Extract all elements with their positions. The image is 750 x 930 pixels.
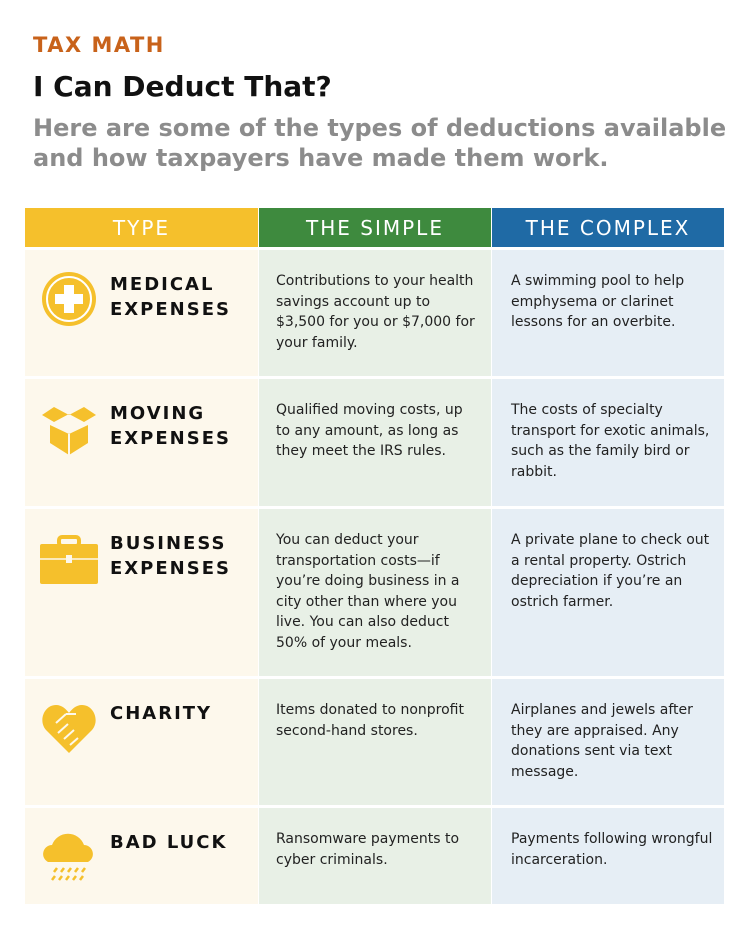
type-label: BAD LUCK xyxy=(110,832,228,853)
type-label: MOVING EXPENSES xyxy=(110,403,231,449)
briefcase-icon xyxy=(40,535,98,584)
type-cell: MOVING EXPENSES xyxy=(25,379,258,506)
header-complex: THE COMPLEX xyxy=(492,208,724,247)
type-cell: CHARITY xyxy=(25,679,258,805)
simple-cell: Contributions to your health savings acc… xyxy=(259,250,491,376)
type-cell: MEDICAL EXPENSES xyxy=(25,250,258,376)
table-row: BAD LUCK Ransomware payments to cyber cr… xyxy=(25,808,724,904)
simple-cell: You can deduct your transportation costs… xyxy=(259,509,491,676)
type-label: BUSINESS EXPENSES xyxy=(110,533,231,579)
header-type: TYPE xyxy=(25,208,258,247)
complex-cell: Payments following wrongful incarceratio… xyxy=(492,808,724,904)
table-row: MOVING EXPENSES Qualified moving costs, … xyxy=(25,379,724,506)
table-row: BUSINESS EXPENSES You can deduct your tr… xyxy=(25,509,724,676)
complex-cell: A private plane to check out a rental pr… xyxy=(492,509,724,676)
header-simple: THE SIMPLE xyxy=(259,208,491,247)
table-header: TYPE THE SIMPLE THE COMPLEX xyxy=(25,208,724,247)
complex-cell: Airplanes and jewels after they are appr… xyxy=(492,679,724,805)
type-label: MEDICAL EXPENSES xyxy=(110,274,231,320)
complex-cell: A swimming pool to help emphysema or cla… xyxy=(492,250,724,376)
simple-cell: Qualified moving costs, up to any amount… xyxy=(259,379,491,506)
type-cell: BUSINESS EXPENSES xyxy=(25,509,258,676)
table-row: CHARITY Items donated to nonprofit secon… xyxy=(25,679,724,805)
simple-cell: Items donated to nonprofit second-hand s… xyxy=(259,679,491,805)
rain-cloud-icon xyxy=(43,833,93,881)
table-row: MEDICAL EXPENSES Contributions to your h… xyxy=(25,250,724,376)
medical-cross-icon xyxy=(42,272,96,326)
deductions-table: TYPE THE SIMPLE THE COMPLEX MEDICAL EXPE… xyxy=(25,208,724,904)
complex-cell: The costs of specialty transport for exo… xyxy=(492,379,724,506)
simple-cell: Ransomware payments to cyber criminals. xyxy=(259,808,491,904)
type-cell: BAD LUCK xyxy=(25,808,258,904)
heart-handshake-icon xyxy=(42,705,96,753)
type-label: CHARITY xyxy=(110,703,213,724)
page-title: I Can Deduct That? xyxy=(33,70,332,103)
moving-box-icon xyxy=(42,407,96,455)
subtitle: Here are some of the types of deductions… xyxy=(33,114,727,172)
kicker: TAX MATH xyxy=(33,33,165,57)
